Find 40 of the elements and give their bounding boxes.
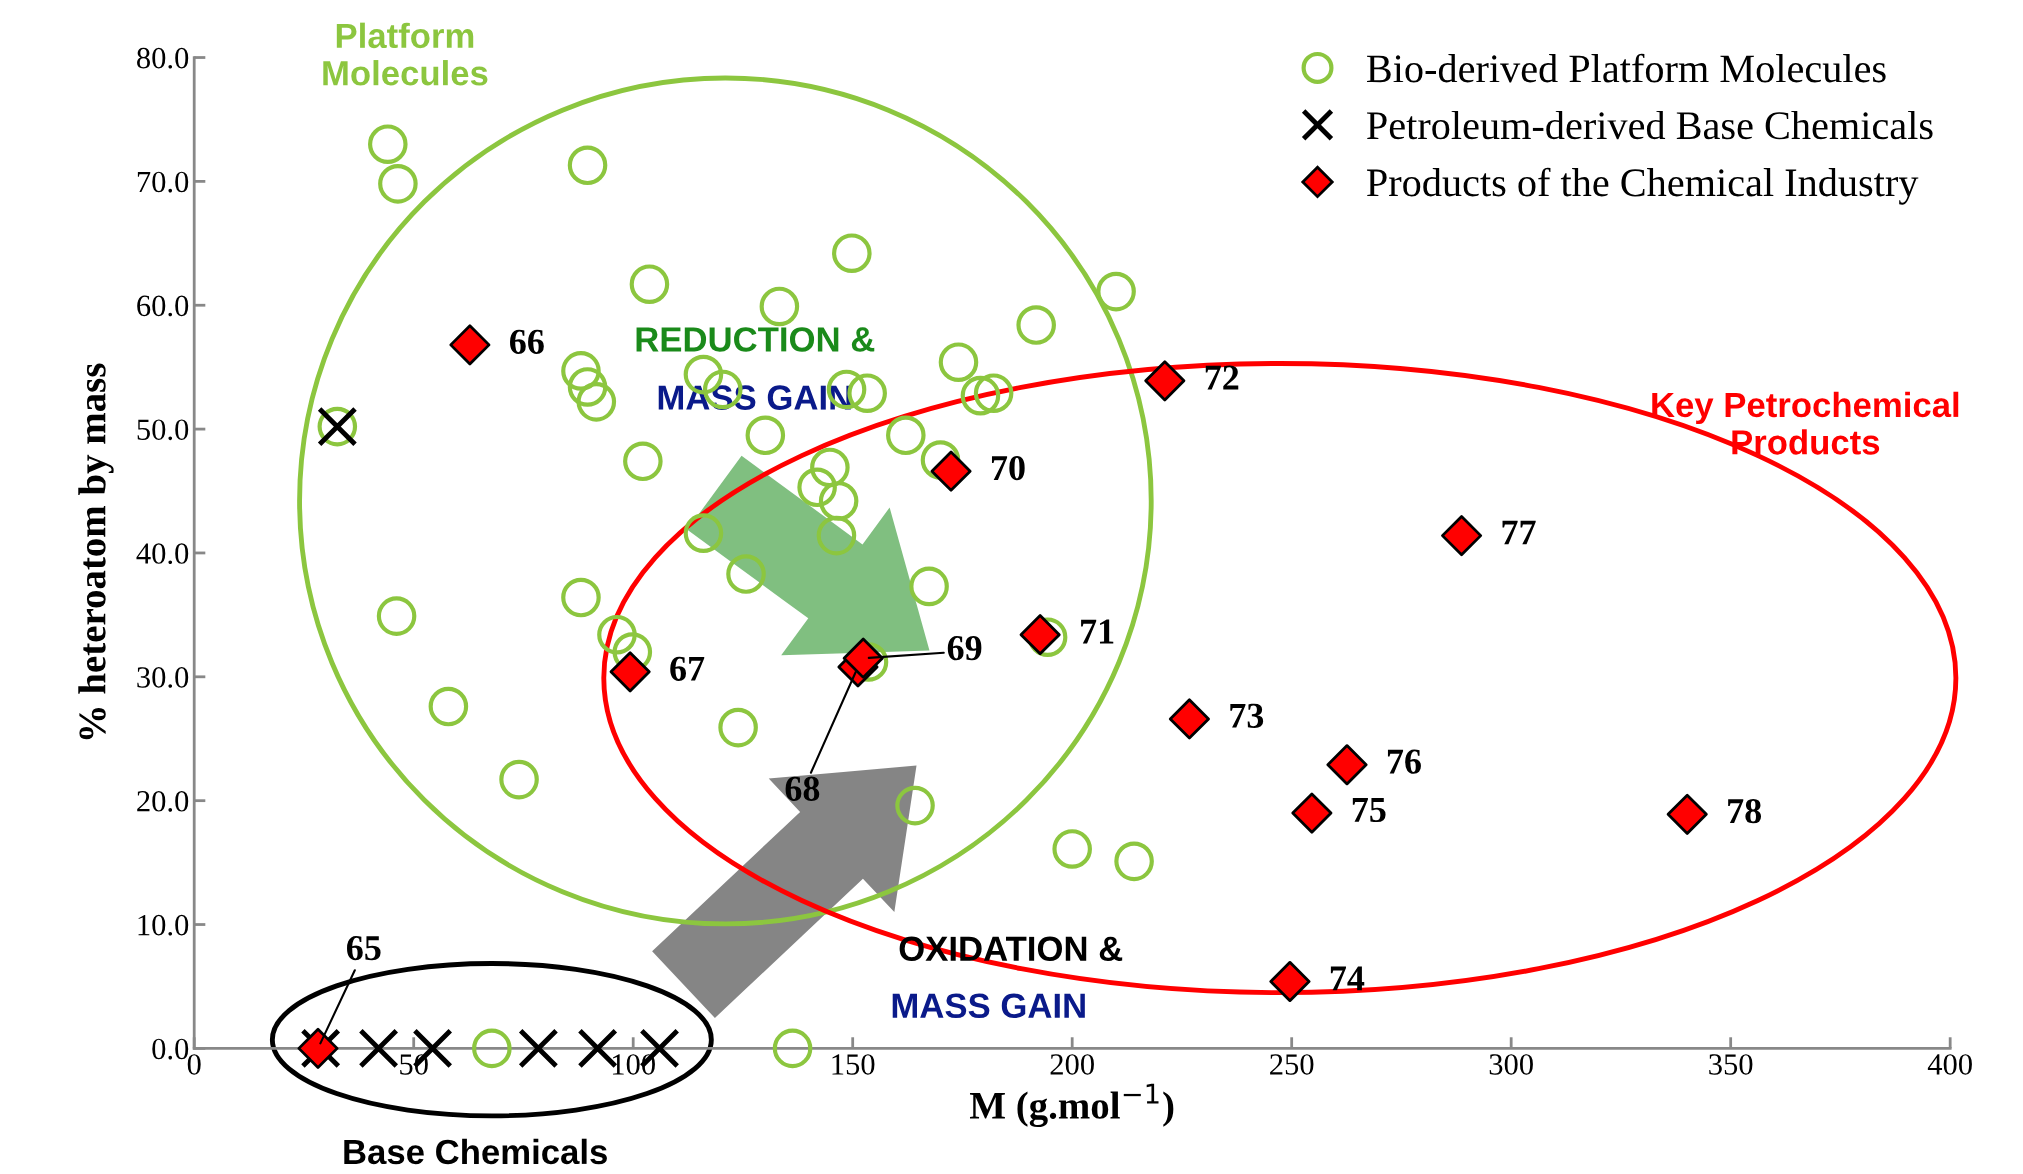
- x-tick-label: 200: [1050, 1054, 1094, 1075]
- annotation: 73: [1230, 703, 1264, 728]
- y-tick-label: 20.0: [137, 790, 189, 812]
- annotation: Key Petrochemical Products: [1652, 391, 1959, 455]
- y-axis-title: % heteroatom by mass: [78, 363, 114, 740]
- x-tick-label: 300: [1489, 1054, 1533, 1075]
- y-tick-label: 10.0: [138, 914, 189, 936]
- annotation: 76: [1387, 749, 1421, 774]
- annotation: 72: [1205, 365, 1239, 390]
- annotation: 65: [347, 935, 381, 961]
- y-tick-label: 80.0: [137, 47, 189, 69]
- y-tick-label: 50.0: [137, 419, 189, 441]
- y-tick-label: 70.0: [137, 171, 189, 193]
- x-tick-label: 350: [1709, 1054, 1753, 1075]
- x-tick-label: 400: [1927, 1054, 1972, 1075]
- annotation: 67: [670, 656, 705, 681]
- legend-label: Bio-derived Platform Molecules: [1367, 53, 1886, 83]
- x-tick-label: 0: [187, 1054, 201, 1075]
- y-tick-label: 40.0: [136, 543, 189, 564]
- annotation: 74: [1330, 966, 1365, 991]
- annotation: 70: [991, 455, 1025, 481]
- x-tick-label: 150: [832, 1054, 875, 1075]
- annotation: 75: [1352, 798, 1386, 823]
- annotation: MASS GAIN: [892, 993, 1085, 1019]
- x-tick-label: 250: [1270, 1054, 1314, 1075]
- annotation: 69: [947, 636, 982, 661]
- legend-label: Petroleum-derived Base Chemicals: [1367, 110, 1933, 140]
- annotation: 66: [510, 329, 544, 354]
- annotation: 68: [785, 776, 820, 801]
- y-tick-label: 60.0: [137, 295, 189, 317]
- y-tick-label: 30.0: [137, 667, 189, 688]
- annotation: Platform Molecules: [323, 22, 488, 86]
- annotation: REDUCTION &: [636, 327, 875, 352]
- y-tick-label: 0.0: [152, 1038, 189, 1060]
- annotation: 78: [1728, 798, 1762, 824]
- annotation: 71: [1081, 619, 1114, 644]
- annotation: 77: [1502, 520, 1536, 545]
- legend-label: Products of the Chemical Industry: [1367, 167, 1919, 205]
- text: Base Chemicals: [344, 1138, 607, 1165]
- x-axis-title: M (g.mol$^{−1}$): [969, 1083, 1174, 1128]
